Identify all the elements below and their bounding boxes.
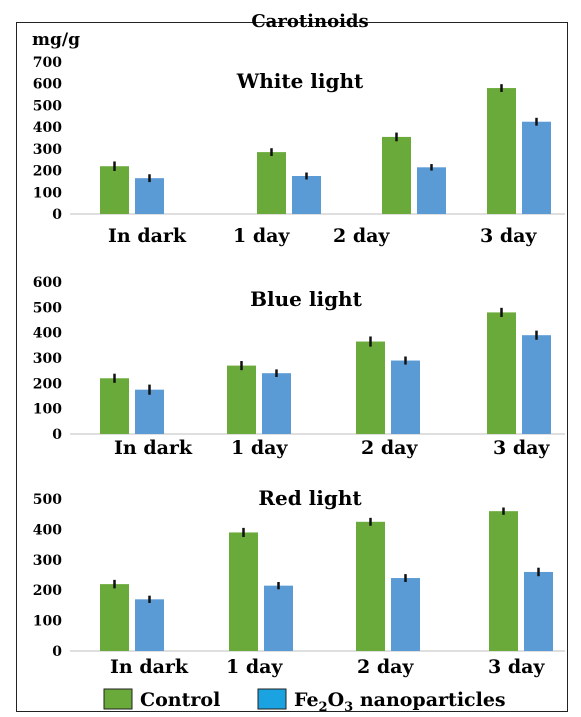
y-tick-label: 300 [33, 142, 62, 158]
bar-fe2o3 [135, 178, 164, 214]
bar-control [487, 312, 516, 434]
bar-control [229, 532, 258, 651]
y-tick-label: 400 [33, 326, 62, 342]
category-label: In dark [114, 437, 193, 459]
y-tick-label: 100 [33, 614, 62, 630]
y-tick-label: 100 [33, 185, 62, 201]
figure-frame [16, 22, 568, 712]
y-tick-label: 600 [33, 77, 62, 93]
category-label: 2 day [361, 437, 418, 459]
y-tick-label: 200 [33, 164, 62, 180]
bar-control [100, 584, 129, 651]
legend: Control Fe2O3 nanoparticles [103, 688, 506, 715]
category-label: 3 day [493, 437, 550, 459]
bar-fe2o3 [391, 578, 420, 651]
legend-swatch-fe2o3 [257, 688, 287, 710]
bar-fe2o3 [135, 599, 164, 651]
y-tick-label: 0 [52, 207, 62, 223]
bar-fe2o3 [262, 373, 291, 434]
y-tick-label: 500 [33, 300, 62, 316]
y-tick-label: 0 [52, 427, 62, 443]
y-tick-label: 200 [33, 376, 62, 392]
legend-label-control: Control [140, 689, 220, 711]
legend-swatch-control [103, 688, 133, 710]
panel-title: Blue light [250, 287, 362, 311]
legend-tail-text: nanoparticles [353, 689, 505, 711]
bar-control [489, 511, 518, 651]
y-tick-label: 300 [33, 351, 62, 367]
bar-control [227, 365, 256, 434]
panel-2: Blue light 0 100 200 300 400 500 600 In dark 1 da… [33, 275, 565, 459]
bar-control [100, 378, 129, 434]
category-label: In dark [110, 656, 189, 678]
bar-fe2o3 [522, 335, 551, 434]
legend-label-fe2o3: Fe2O3 nanoparticles [294, 689, 506, 715]
y-tick-label: 700 [33, 55, 62, 71]
y-tick-label: 600 [33, 275, 62, 291]
y-tick-label: 500 [33, 492, 62, 508]
bar-fe2o3 [264, 585, 293, 651]
chart-panels: White light 0 100 200 300 400 500 600 700 In dark… [33, 55, 565, 678]
y-tick-label: 100 [33, 402, 62, 418]
category-label: 1 day [233, 225, 290, 247]
category-label: 3 day [480, 225, 537, 247]
bar-fe2o3 [524, 571, 553, 651]
bar-control [257, 152, 286, 214]
category-label: 3 day [488, 656, 545, 678]
bar-control [100, 166, 129, 214]
panel-1: White light 0 100 200 300 400 500 600 700 In dark… [33, 55, 565, 247]
y-tick-label: 400 [33, 522, 62, 538]
bar-control [356, 521, 385, 651]
legend-sub-3: 3 [344, 700, 353, 715]
legend-fe-text: Fe [294, 689, 319, 711]
bar-control [487, 88, 516, 214]
bar-fe2o3 [417, 167, 446, 214]
legend-sub-2: 2 [319, 700, 328, 715]
panel-3: Red light 0 100 200 300 400 500 In dark 1 day 2 d… [33, 486, 565, 678]
panel-title: White light [236, 69, 364, 93]
y-tick-label: 500 [33, 98, 62, 114]
legend-o-text: O [328, 689, 345, 711]
panel-title: Red light [258, 486, 362, 510]
bar-fe2o3 [391, 360, 420, 434]
bar-control [356, 341, 385, 434]
category-label: 1 day [231, 437, 288, 459]
bar-control [382, 136, 411, 214]
y-tick-label: 0 [52, 644, 62, 660]
category-label: 2 day [333, 225, 390, 247]
y-tick-label: 400 [33, 120, 62, 136]
figure-title: Carotinoids [251, 11, 368, 32]
category-label: In dark [108, 225, 187, 247]
category-label: 2 day [357, 656, 414, 678]
category-label: 1 day [226, 656, 283, 678]
y-tick-label: 200 [33, 583, 62, 599]
bar-fe2o3 [135, 389, 164, 434]
unit-label: mg/g [32, 30, 80, 50]
bar-fe2o3 [522, 121, 551, 214]
y-tick-label: 300 [33, 553, 62, 569]
bar-fe2o3 [292, 176, 321, 214]
